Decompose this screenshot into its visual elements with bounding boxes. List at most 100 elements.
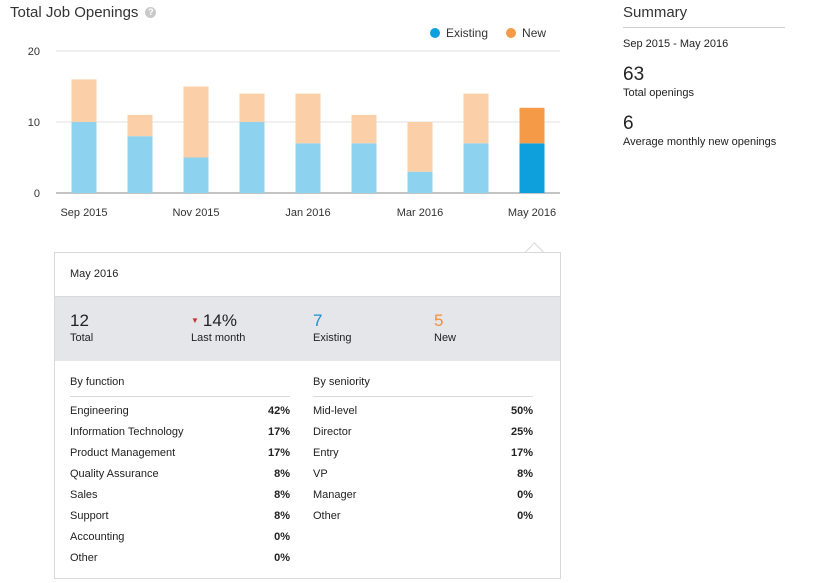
seniority-row: Director 25% xyxy=(313,422,533,443)
total-openings-value: 63 xyxy=(623,64,645,85)
x-tick-label: Jan 2016 xyxy=(285,207,330,219)
function-row: Engineering 42% xyxy=(70,401,290,422)
function-label: Information Technology xyxy=(70,426,184,438)
stat-new-label: New xyxy=(434,332,457,344)
legend-label-new: New xyxy=(522,26,547,40)
function-row: Product Management 17% xyxy=(70,443,290,464)
total-openings-label: Total openings xyxy=(623,87,694,99)
x-tick-label: Sep 2015 xyxy=(60,207,107,219)
by-seniority-list: By seniority Mid-level 50% Director 25% Entr… xyxy=(313,376,533,527)
stat-total-label: Total xyxy=(70,332,94,344)
seniority-label: Manager xyxy=(313,489,357,501)
function-label: Sales xyxy=(70,489,98,501)
down-arrow-icon: ▼ xyxy=(191,316,199,325)
stat-existing-label: Existing xyxy=(313,332,352,344)
seniority-label: Other xyxy=(313,510,341,522)
detail-stats: 12 Total ▼ 14% Last month 7 Existing 5 Ne… xyxy=(55,297,560,361)
bar-new[interactable] xyxy=(239,93,265,122)
function-row: Sales 8% xyxy=(70,485,290,506)
summary-range: Sep 2015 - May 2016 xyxy=(623,38,729,50)
seniority-pct: 50% xyxy=(510,405,533,417)
bar-existing[interactable] xyxy=(463,143,489,193)
function-pct: 0% xyxy=(274,531,290,543)
bar-existing[interactable] xyxy=(183,157,209,194)
bar-new[interactable] xyxy=(127,114,153,137)
seniority-row: VP 8% xyxy=(313,464,533,485)
month-detail-panel: May 2016 12 Total ▼ 14% Last month 7 Exis… xyxy=(54,252,561,579)
legend-item-existing[interactable]: Existing xyxy=(430,26,488,40)
y-tick-label: 20 xyxy=(28,46,40,58)
avg-new-openings-label: Average monthly new openings xyxy=(623,136,777,148)
seniority-pct: 25% xyxy=(510,426,533,438)
chart-title-text: Total Job Openings xyxy=(10,4,139,21)
bar-new[interactable] xyxy=(463,93,489,144)
bar-existing[interactable] xyxy=(295,143,321,193)
function-row: Other 0% xyxy=(70,548,290,569)
bar-new[interactable] xyxy=(183,86,209,158)
bar-existing[interactable] xyxy=(407,171,433,193)
bar-new[interactable] xyxy=(295,93,321,144)
seniority-pct: 17% xyxy=(510,447,533,459)
bar-existing[interactable] xyxy=(71,122,97,193)
seniority-label: Director xyxy=(313,426,352,438)
stat-change-value: 14% xyxy=(202,311,237,330)
x-tick-label: Nov 2015 xyxy=(172,207,219,219)
stat-new-value: 5 xyxy=(434,311,444,330)
function-label: Support xyxy=(70,510,109,522)
stat-total-value: 12 xyxy=(70,311,89,330)
legend-dot-existing-icon xyxy=(430,28,440,38)
stat-change: ▼ 14% Last month xyxy=(191,311,245,344)
function-pct: 8% xyxy=(274,468,290,480)
bar-existing[interactable] xyxy=(351,143,377,193)
y-tick-label: 0 xyxy=(34,188,40,200)
function-label: Other xyxy=(70,552,98,564)
summary-panel: Summary Sep 2015 - May 2016 63 Total ope… xyxy=(623,4,785,148)
seniority-label: Mid-level xyxy=(313,405,358,417)
bar-chart: 0 10 20 Sep 2015 Nov 2015 Jan 2016 Mar 2016 May… xyxy=(28,46,560,219)
stat-existing: 7 Existing xyxy=(313,311,352,344)
by-function-title: By function xyxy=(70,376,290,397)
function-pct: 17% xyxy=(267,447,290,459)
seniority-row: Manager 0% xyxy=(313,485,533,506)
function-pct: 42% xyxy=(267,405,290,417)
bar-new[interactable] xyxy=(519,107,545,144)
legend-item-new[interactable]: New xyxy=(506,26,546,40)
function-row: Accounting 0% xyxy=(70,527,290,548)
function-row: Support 8% xyxy=(70,506,290,527)
y-tick-label: 10 xyxy=(28,117,40,129)
avg-new-openings-value: 6 xyxy=(623,113,634,134)
stat-total: 12 Total xyxy=(70,311,93,344)
seniority-label: VP xyxy=(313,468,328,480)
bar-new[interactable] xyxy=(71,79,97,122)
bar-new[interactable] xyxy=(351,114,377,144)
seniority-pct: 8% xyxy=(517,468,533,480)
seniority-row: Other 0% xyxy=(313,506,533,527)
function-pct: 8% xyxy=(274,510,290,522)
legend-dot-new-icon xyxy=(506,28,517,38)
chart-title: Total Job Openings ? xyxy=(10,4,157,21)
stat-change-label: Last month xyxy=(191,332,246,344)
stat-new: 5 New xyxy=(434,311,456,344)
seniority-label: Entry xyxy=(313,447,339,459)
seniority-row: Mid-level 50% xyxy=(313,401,533,422)
function-row: Quality Assurance 8% xyxy=(70,464,290,485)
function-label: Quality Assurance xyxy=(70,468,159,480)
seniority-row: Entry 17% xyxy=(313,443,533,464)
bar-existing[interactable] xyxy=(239,122,265,193)
by-function-list: By function Engineering 42% Information Te… xyxy=(70,376,290,569)
function-row: Information Technology 17% xyxy=(70,422,290,443)
bar-new[interactable] xyxy=(407,122,433,172)
chart-legend: Existing New xyxy=(430,26,546,40)
function-label: Accounting xyxy=(70,531,125,543)
x-tick-label: Mar 2016 xyxy=(397,207,443,219)
summary-title: Summary xyxy=(623,4,785,28)
bar-existing[interactable] xyxy=(519,143,545,193)
function-pct: 8% xyxy=(274,489,290,501)
x-tick-label: May 2016 xyxy=(508,207,556,219)
detail-month: May 2016 xyxy=(55,253,560,297)
legend-label-existing: Existing xyxy=(446,26,489,40)
help-icon[interactable]: ? xyxy=(145,7,157,18)
by-seniority-title: By seniority xyxy=(313,376,533,397)
function-label: Product Management xyxy=(70,447,176,459)
bar-existing[interactable] xyxy=(127,136,153,193)
